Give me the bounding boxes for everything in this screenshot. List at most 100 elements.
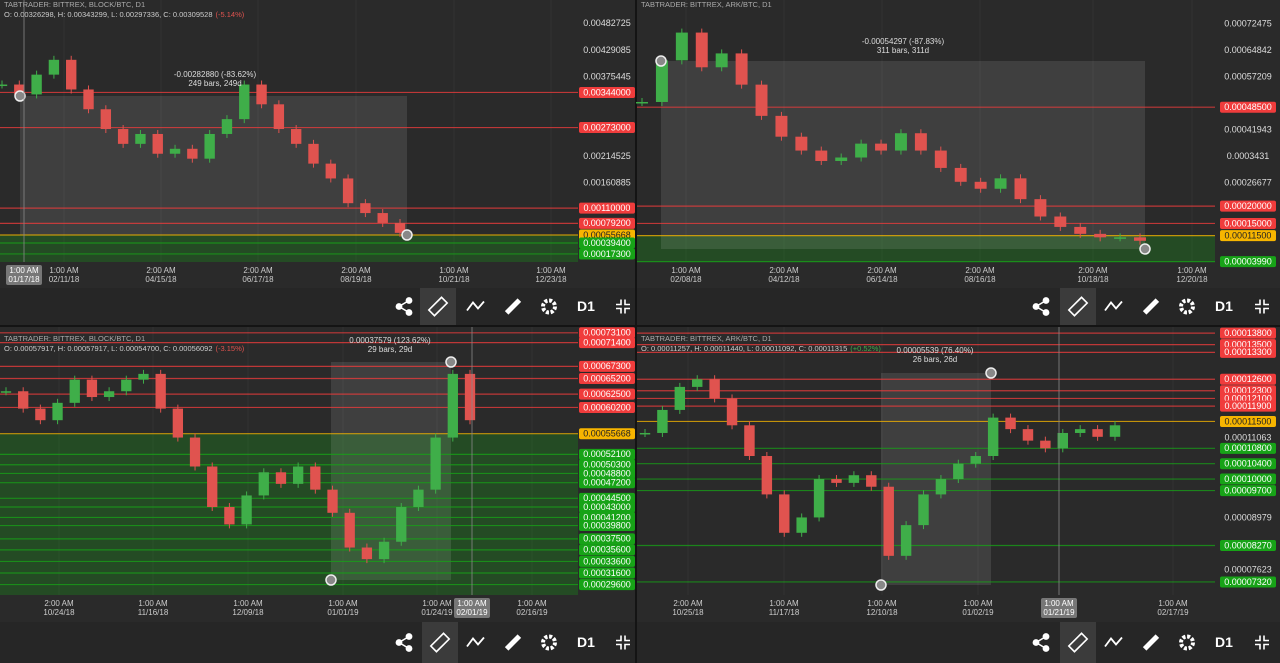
measure-handle[interactable] bbox=[985, 367, 997, 379]
share-button[interactable] bbox=[395, 297, 413, 316]
share-button[interactable] bbox=[395, 633, 413, 652]
collapse-button[interactable] bbox=[616, 635, 630, 650]
price-tag[interactable] bbox=[579, 122, 635, 134]
measure-handle[interactable] bbox=[445, 356, 457, 368]
price-tag[interactable] bbox=[1220, 346, 1276, 358]
price-tag[interactable] bbox=[579, 337, 635, 349]
price-tag[interactable] bbox=[579, 477, 635, 489]
price-tag[interactable] bbox=[1220, 415, 1276, 427]
x-tick-date: 04/15/18 bbox=[145, 275, 177, 284]
price-tag[interactable] bbox=[1220, 442, 1276, 454]
collapse-button[interactable] bbox=[616, 299, 630, 314]
price-tag[interactable] bbox=[1220, 256, 1276, 268]
price-tag[interactable] bbox=[579, 555, 635, 567]
price-tag[interactable] bbox=[1220, 200, 1276, 212]
price-tag[interactable] bbox=[1220, 539, 1276, 551]
price-tag[interactable] bbox=[1220, 485, 1276, 497]
measure-handle[interactable] bbox=[875, 579, 887, 591]
settings-button[interactable] bbox=[541, 634, 557, 651]
settings-button[interactable] bbox=[541, 298, 557, 315]
ohlc-change: (-3.15%) bbox=[216, 344, 245, 353]
price-tag[interactable] bbox=[579, 360, 635, 372]
price-tag-label: 0.00044500 bbox=[583, 493, 631, 503]
x-tick-time: 1:00 AM bbox=[963, 599, 993, 608]
collapse-arrow bbox=[1255, 635, 1261, 642]
measure-handle[interactable] bbox=[655, 55, 667, 67]
price-tag[interactable] bbox=[579, 501, 635, 513]
timeframe-button[interactable]: D1 bbox=[1215, 298, 1233, 314]
price-tag[interactable] bbox=[1220, 217, 1276, 229]
price-tag[interactable] bbox=[579, 401, 635, 413]
pencil-button[interactable] bbox=[1142, 298, 1160, 315]
price-tag[interactable] bbox=[1220, 576, 1276, 588]
candle bbox=[987, 417, 999, 457]
measure-handle[interactable] bbox=[1139, 243, 1151, 255]
pencil-button[interactable] bbox=[504, 298, 522, 315]
ruler-button[interactable] bbox=[429, 632, 451, 653]
price-tag[interactable] bbox=[1220, 101, 1276, 113]
price-tag[interactable] bbox=[579, 520, 635, 532]
price-tag-label: 0.00060200 bbox=[583, 402, 631, 412]
price-tag[interactable] bbox=[579, 217, 635, 229]
candle bbox=[1057, 432, 1068, 449]
price-tag[interactable] bbox=[579, 388, 635, 400]
price-tag[interactable] bbox=[1220, 458, 1276, 470]
candle bbox=[775, 115, 788, 137]
price-tag[interactable] bbox=[579, 202, 635, 214]
candle bbox=[735, 53, 748, 85]
price-tag[interactable] bbox=[1220, 400, 1276, 412]
x-tick-date: 04/12/18 bbox=[768, 275, 800, 284]
share-button[interactable] bbox=[1032, 633, 1050, 652]
settings-button[interactable] bbox=[1179, 298, 1195, 315]
timeframe-button[interactable]: D1 bbox=[577, 634, 595, 650]
x-tick-time: 1:00 AM bbox=[328, 599, 358, 608]
trend-button[interactable] bbox=[466, 300, 485, 312]
collapse-button[interactable] bbox=[1255, 299, 1269, 314]
price-tag[interactable] bbox=[579, 327, 635, 339]
candle bbox=[224, 507, 235, 525]
candle bbox=[308, 143, 319, 164]
measure-handle[interactable] bbox=[325, 574, 337, 586]
trend-button[interactable] bbox=[1104, 636, 1123, 648]
timeframe-button[interactable]: D1 bbox=[1215, 634, 1233, 650]
price-tag[interactable] bbox=[579, 467, 635, 479]
collapse-button[interactable] bbox=[1255, 635, 1269, 650]
price-tag[interactable] bbox=[579, 86, 635, 98]
pencil-button[interactable] bbox=[1142, 634, 1160, 651]
price-tag[interactable] bbox=[579, 237, 635, 249]
price-tag-label: 0.00013800 bbox=[1224, 328, 1272, 338]
price-tag[interactable] bbox=[579, 459, 635, 471]
candle bbox=[675, 32, 688, 61]
price-tag[interactable] bbox=[579, 544, 635, 556]
share-dot bbox=[405, 297, 413, 304]
share-dot bbox=[405, 309, 413, 316]
price-tag-label: 0.00047200 bbox=[583, 478, 631, 488]
price-tag[interactable] bbox=[1220, 230, 1276, 242]
timeframe-button[interactable]: D1 bbox=[577, 298, 595, 314]
price-tag[interactable] bbox=[1220, 373, 1276, 385]
crosshair-time: 1:00 AM bbox=[1044, 599, 1074, 608]
price-tag-label: 0.00011900 bbox=[1225, 401, 1272, 411]
ruler-button[interactable] bbox=[1067, 632, 1089, 653]
price-tag[interactable] bbox=[579, 533, 635, 545]
price-tag[interactable] bbox=[579, 579, 635, 591]
price-tag[interactable] bbox=[579, 248, 635, 260]
price-tag[interactable] bbox=[1220, 327, 1276, 339]
price-tag[interactable] bbox=[579, 448, 635, 460]
settings-button[interactable] bbox=[1179, 634, 1195, 651]
price-tag[interactable] bbox=[579, 428, 635, 440]
price-tag[interactable] bbox=[579, 567, 635, 579]
measure-handle[interactable] bbox=[14, 90, 26, 102]
measure-handle[interactable] bbox=[401, 229, 413, 241]
ruler-button[interactable] bbox=[1067, 296, 1089, 317]
price-tag[interactable] bbox=[579, 492, 635, 504]
ruler-button[interactable] bbox=[427, 296, 449, 317]
trend-button[interactable] bbox=[466, 636, 485, 648]
share-button[interactable] bbox=[1032, 297, 1050, 316]
ohlc-change: (-5.14%) bbox=[216, 10, 245, 19]
pencil-button[interactable] bbox=[504, 634, 522, 651]
price-tag[interactable] bbox=[579, 373, 635, 385]
trend-button[interactable] bbox=[1104, 300, 1123, 312]
candle bbox=[31, 74, 42, 95]
price-tag[interactable] bbox=[1220, 473, 1276, 485]
